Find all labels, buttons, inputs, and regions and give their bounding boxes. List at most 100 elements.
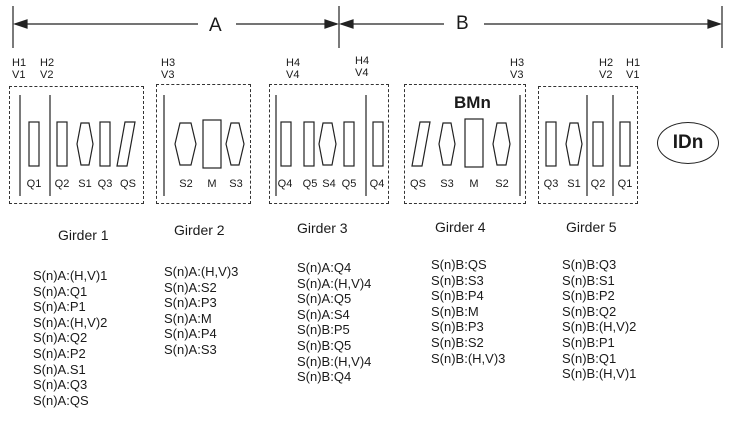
list-item: S(n)A:P1 bbox=[33, 299, 86, 315]
quad-q1-g5 bbox=[619, 121, 631, 167]
list-item: S(n)A:Q3 bbox=[33, 377, 88, 393]
list-item: S(n)B:Q1 bbox=[562, 350, 617, 366]
list-item: S(n)B:Q5 bbox=[297, 337, 352, 353]
girder-2-box bbox=[156, 84, 251, 204]
girder-2-title: Girder 2 bbox=[174, 222, 225, 238]
girder-1-box bbox=[9, 86, 144, 204]
element-label: M bbox=[207, 178, 217, 190]
idn-insertion-device: IDn bbox=[657, 122, 719, 164]
list-item: S(n)B:S2 bbox=[431, 334, 484, 350]
element-label: Q3 bbox=[543, 178, 559, 190]
element-label: S3 bbox=[440, 178, 454, 190]
hv-tag-g5-left: H2 V2 bbox=[599, 57, 614, 81]
hv-tag-g3-right: H4 V4 bbox=[355, 55, 370, 79]
sext-s1-g1 bbox=[76, 122, 94, 166]
list-item: S(n)B:M bbox=[431, 303, 479, 319]
element-label: S2 bbox=[179, 178, 193, 190]
hv-tag-g5-right: H1 V1 bbox=[626, 57, 641, 81]
element-label: Q4 bbox=[277, 178, 293, 190]
girder-4-list: S(n)B:QS S(n)B:S3 S(n)B:P4 S(n)B:M S(n)B… bbox=[431, 257, 505, 366]
list-item: S(n)B:Q4 bbox=[297, 369, 352, 385]
sext-s1-g5 bbox=[565, 122, 583, 166]
list-item: S(n)A:QS bbox=[33, 392, 89, 408]
list-item: S(n)B:P4 bbox=[431, 288, 484, 304]
list-item: S(n)B:P1 bbox=[562, 334, 615, 350]
list-item: S(n)B:Q3 bbox=[562, 257, 617, 272]
element-label: Q2 bbox=[54, 178, 70, 190]
list-item: S(n)B:S3 bbox=[431, 272, 484, 288]
list-item: S(n)A.S1 bbox=[33, 361, 86, 377]
list-item: S(n)A:(H,V)4 bbox=[297, 275, 372, 291]
quad-q4b-g3 bbox=[372, 121, 384, 167]
girder-3-box bbox=[269, 84, 389, 204]
element-label: Q5 bbox=[302, 178, 318, 190]
hv-tag-g1-left: H1 V1 bbox=[12, 57, 27, 81]
element-label: Q2 bbox=[590, 178, 606, 190]
element-label: M bbox=[469, 178, 479, 190]
list-item: S(n)B:QS bbox=[431, 257, 487, 272]
skew-qs-g1 bbox=[116, 121, 136, 167]
list-item: S(n)B:(H,V)3 bbox=[431, 350, 506, 366]
girder-3-title: Girder 3 bbox=[297, 220, 348, 236]
section-a-label: A bbox=[209, 15, 222, 36]
girder-3-list: S(n)A:Q4 S(n)A:(H,V)4 S(n)A:Q5 S(n)A:S4 … bbox=[297, 260, 371, 385]
quad-q2-g5 bbox=[592, 121, 604, 167]
girder-1-list: S(n)A:(H,V)1 S(n)A:Q1 S(n)A:P1 S(n)A:(H,… bbox=[33, 268, 107, 408]
list-item: S(n)A:(H,V)1 bbox=[33, 268, 108, 283]
quad-q2-g1 bbox=[56, 121, 68, 167]
list-item: S(n)A:M bbox=[164, 310, 212, 326]
list-item: S(n)A:S2 bbox=[164, 279, 217, 295]
girder-2-list: S(n)A:(H,V)3 S(n)A:S2 S(n)A:P3 S(n)A:M S… bbox=[164, 264, 238, 358]
quad-q5b-g3 bbox=[343, 121, 355, 167]
section-b-label: B bbox=[456, 13, 469, 34]
element-label: Q3 bbox=[97, 178, 113, 190]
sext-s3-g2 bbox=[225, 122, 245, 166]
sext-s4-g3 bbox=[318, 122, 337, 166]
girder-5-list: S(n)B:Q3 S(n)B:S1 S(n)B:P2 S(n)B:Q2 S(n)… bbox=[562, 257, 636, 382]
element-label: QS bbox=[120, 178, 136, 190]
element-label: S1 bbox=[78, 178, 92, 190]
element-label: Q4 bbox=[369, 178, 385, 190]
element-label: S2 bbox=[495, 178, 509, 190]
sext-s2-g2 bbox=[174, 122, 197, 166]
hv-tag-g4: H3 V3 bbox=[510, 57, 525, 81]
skew-qs-g4 bbox=[411, 121, 431, 167]
list-item: S(n)B:P3 bbox=[431, 319, 484, 335]
quad-q5a-g3 bbox=[303, 121, 315, 167]
quad-q4a-g3 bbox=[280, 121, 292, 167]
list-item: S(n)A:P3 bbox=[164, 295, 217, 311]
sext-s3-g4 bbox=[438, 122, 456, 166]
list-item: S(n)B:P5 bbox=[297, 322, 350, 338]
element-label: QS bbox=[410, 178, 426, 190]
hv-tag-g2: H3 V3 bbox=[161, 57, 176, 81]
list-item: S(n)A:P2 bbox=[33, 345, 86, 361]
quad-q3-g5 bbox=[545, 121, 557, 167]
list-item: S(n)A:Q4 bbox=[297, 260, 352, 275]
list-item: S(n)A:Q2 bbox=[33, 330, 88, 346]
hv-tag-g1-right: H2 V2 bbox=[40, 57, 55, 81]
quad-q3-g1 bbox=[99, 121, 111, 167]
sext-s2-g4 bbox=[492, 122, 511, 166]
girder-4-box bbox=[404, 84, 526, 204]
list-item: S(n)B:Q2 bbox=[562, 303, 617, 319]
list-item: S(n)B:(H,V)2 bbox=[562, 319, 637, 335]
element-label: S3 bbox=[229, 178, 243, 190]
list-item: S(n)B:(H,V)4 bbox=[297, 353, 372, 369]
element-label: S1 bbox=[567, 178, 581, 190]
list-item: S(n)A:(H,V)3 bbox=[164, 264, 239, 279]
list-item: S(n)A:S3 bbox=[164, 341, 217, 357]
girder-5-box bbox=[538, 86, 638, 204]
element-label: Q1 bbox=[617, 178, 633, 190]
element-label: Q5 bbox=[341, 178, 357, 190]
dipole-m-g4 bbox=[464, 118, 484, 168]
dipole-m-g2 bbox=[202, 119, 222, 169]
girder-5-title: Girder 5 bbox=[566, 219, 617, 235]
girder-1-title: Girder 1 bbox=[58, 227, 109, 243]
list-item: S(n)A:Q5 bbox=[297, 291, 352, 307]
bmn-label: BMn bbox=[454, 93, 491, 112]
quad-q1-g1 bbox=[28, 121, 40, 167]
list-item: S(n)A:P4 bbox=[164, 326, 217, 342]
element-label: Q1 bbox=[26, 178, 42, 190]
